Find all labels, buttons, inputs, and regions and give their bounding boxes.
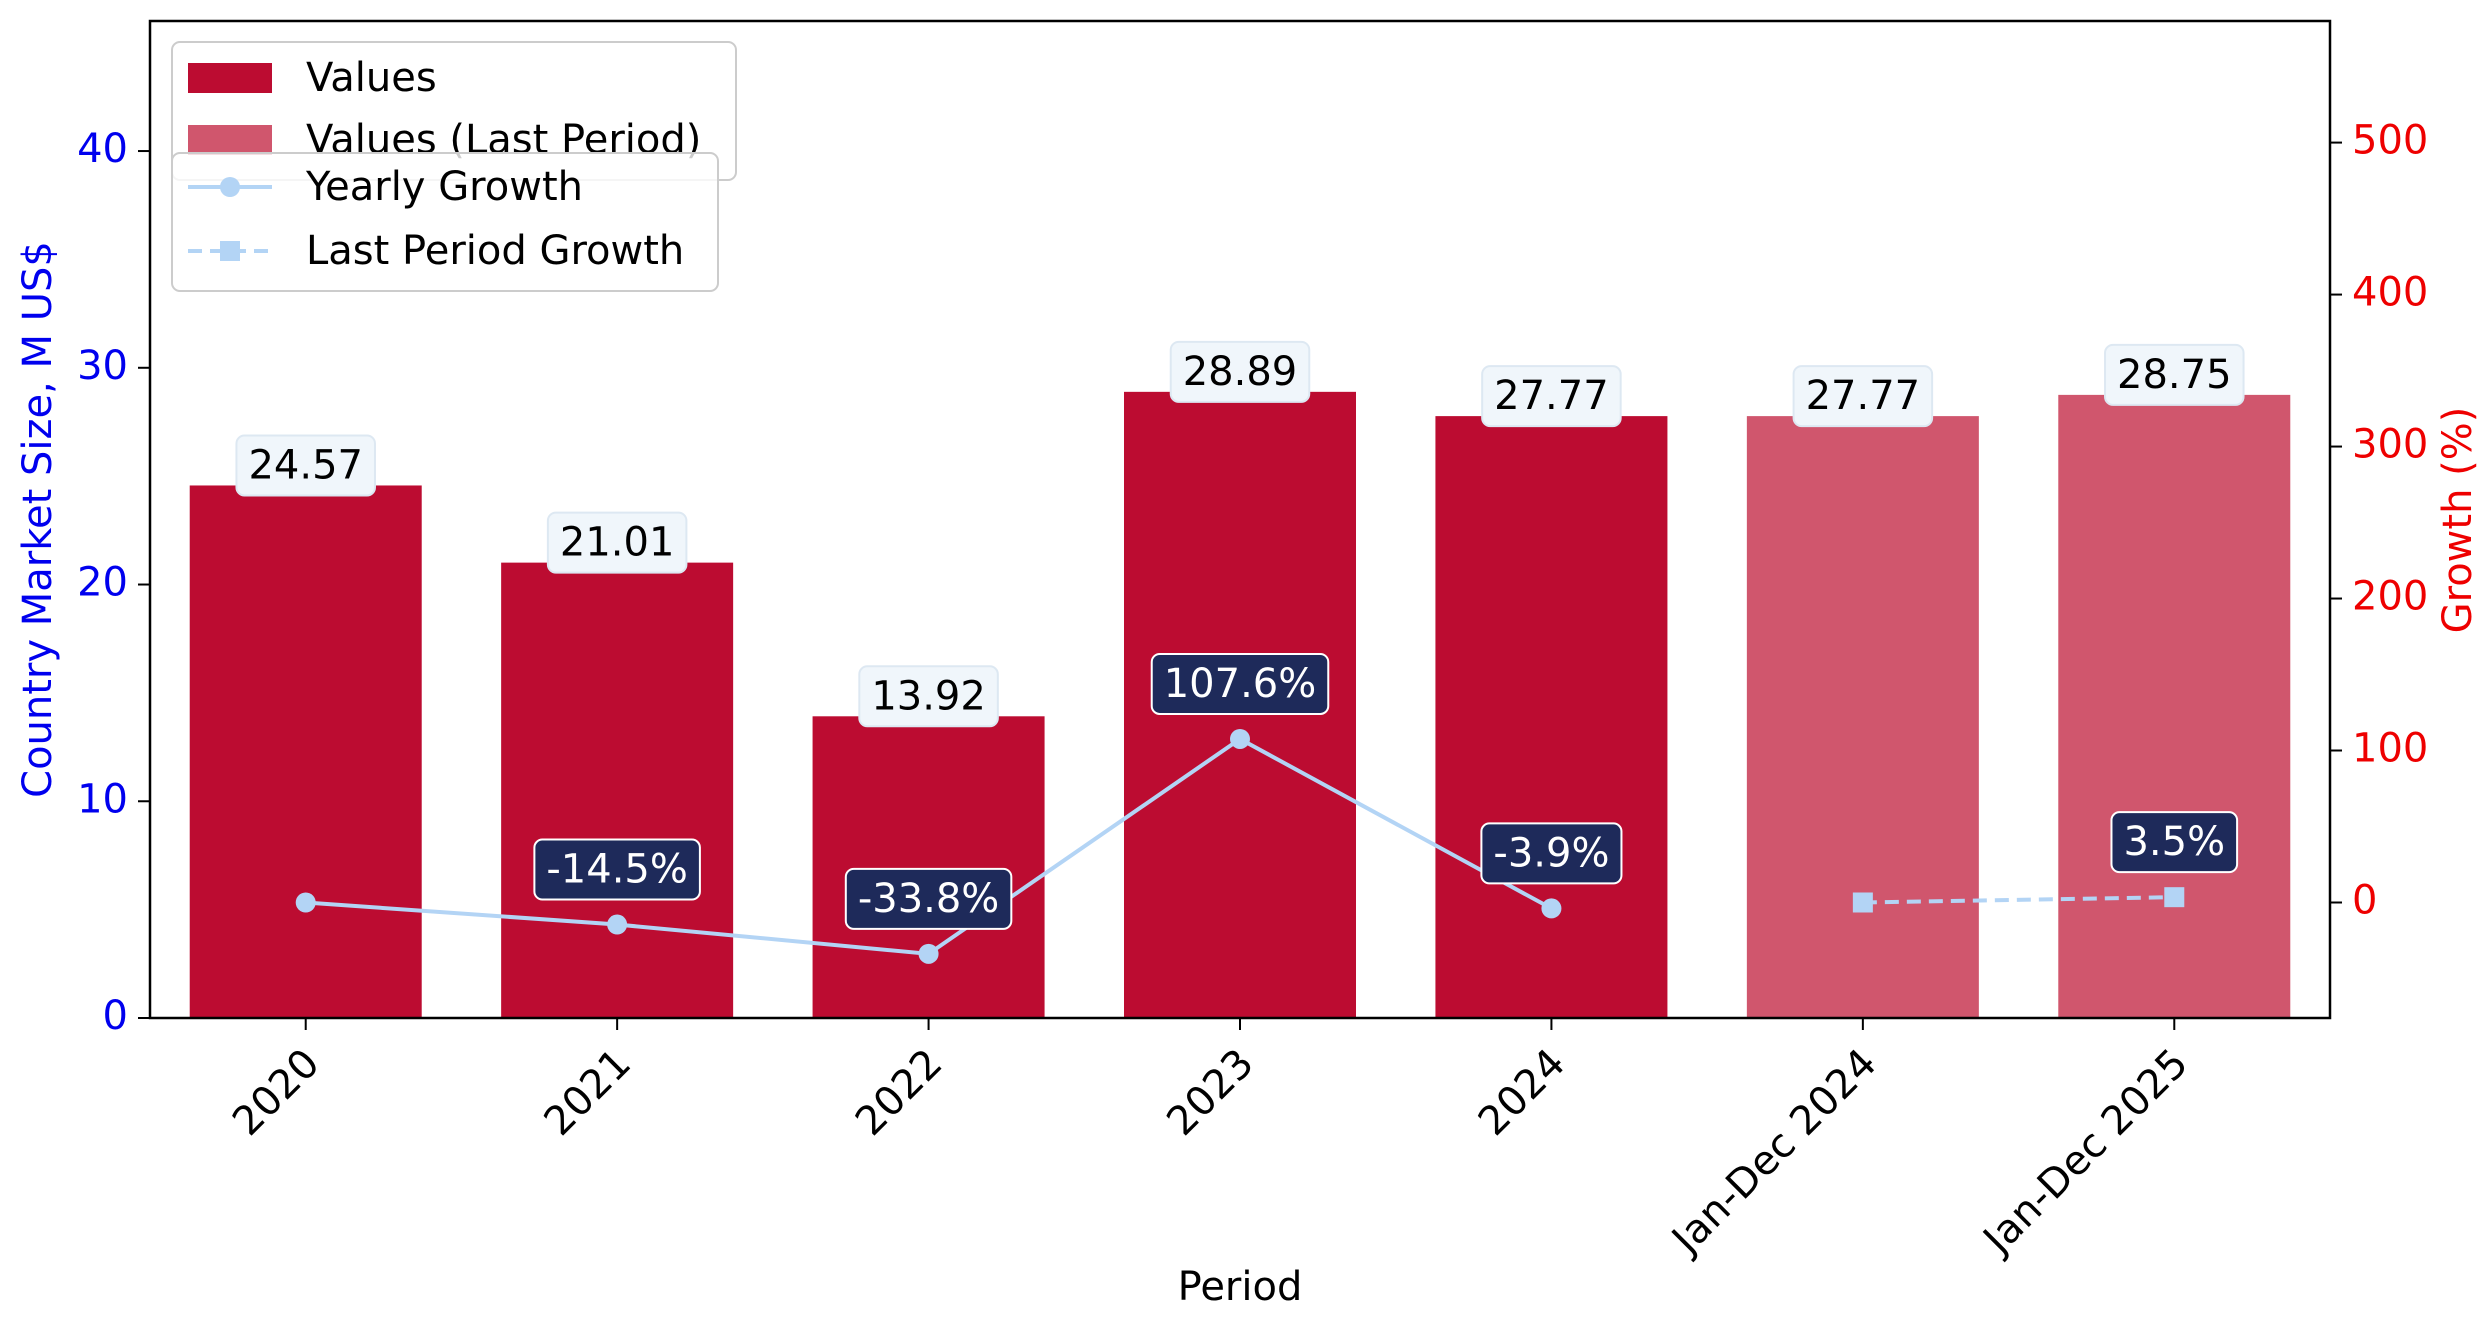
growth-label-2022-text: -33.8% bbox=[858, 876, 1000, 922]
left-axis-tick-label: 0 bbox=[103, 993, 128, 1039]
value-label-2024-box bbox=[1481, 365, 1622, 428]
growth-label-2022: -33.8% bbox=[844, 867, 1013, 930]
growth-label-jan-dec-2025-text: 3.5% bbox=[2123, 819, 2225, 865]
value-label-2020-text: 24.57 bbox=[248, 442, 363, 488]
right-axis-title: Growth (%) bbox=[2435, 407, 2481, 634]
growth-label-2023: 107.6% bbox=[1150, 652, 1330, 715]
value-label-jan-dec-2024-text: 27.77 bbox=[1806, 373, 1921, 419]
growth-lines-group bbox=[295, 728, 2185, 964]
growth-label-jan-dec-2025: 3.5% bbox=[2110, 811, 2239, 874]
bar-2021 bbox=[501, 562, 734, 1018]
last-period-growth-point-jan-dec-2025 bbox=[2164, 887, 2185, 908]
bar-2020 bbox=[189, 485, 422, 1019]
value-label-2023-box bbox=[1169, 340, 1311, 403]
growth-label-2023-box bbox=[1150, 652, 1330, 715]
value-label-jan-dec-2025: 28.75 bbox=[2104, 343, 2245, 406]
value-label-2024: 27.77 bbox=[1481, 365, 1622, 428]
left-axis-tick-label: 20 bbox=[77, 560, 128, 606]
yearly-growth-point-2023 bbox=[1230, 728, 1250, 749]
value-label-2023: 28.89 bbox=[1169, 340, 1311, 403]
right-axis-tick-label: 0 bbox=[2352, 877, 2377, 923]
value-label-jan-dec-2024-box bbox=[1792, 365, 1934, 428]
value-label-jan-dec-2025-box bbox=[2104, 343, 2245, 406]
value-label-jan-dec-2025-text: 28.75 bbox=[2117, 352, 2232, 398]
bar-2022 bbox=[812, 716, 1045, 1018]
legend-label-yearly-growth: Yearly Growth bbox=[305, 164, 583, 210]
value-label-2022: 13.92 bbox=[858, 665, 999, 728]
growth-label-2023-text: 107.6% bbox=[1164, 661, 1317, 707]
value-label-2021: 21.01 bbox=[546, 511, 688, 574]
bar-jan-dec-2024-last-period bbox=[1746, 416, 1979, 1018]
growth-label-2021-box bbox=[533, 838, 701, 901]
left-axis-tick-label: 30 bbox=[77, 343, 128, 389]
left-axis-title: Country Market Size, M US$ bbox=[15, 241, 61, 798]
legend-label-values: Values bbox=[306, 55, 437, 101]
growth-label-2021-text: -14.5% bbox=[546, 847, 688, 893]
value-label-2024-text: 27.77 bbox=[1494, 373, 1609, 419]
right-axis-tick-label: 300 bbox=[2352, 422, 2428, 468]
value-label-2021-box bbox=[546, 511, 688, 574]
value-label-2021-text: 21.01 bbox=[560, 520, 675, 566]
left-axis-tick-label: 40 bbox=[77, 126, 128, 172]
last-period-growth-point-jan-dec-2024 bbox=[1852, 892, 1873, 913]
growth-label-2022-box bbox=[844, 867, 1013, 930]
right-axis-tick-label: 500 bbox=[2352, 118, 2428, 164]
bar-jan-dec-2025-last-period bbox=[2058, 394, 2291, 1018]
growth-label-2021: -14.5% bbox=[533, 838, 701, 901]
right-axis-tick-label: 400 bbox=[2352, 270, 2428, 316]
legend-marker-last-period-growth bbox=[220, 241, 240, 261]
data-labels-group: 24.57 21.01 13.92 28.89 27.77 27.77 28.75 -14.5… bbox=[235, 340, 2245, 930]
value-label-2023-text: 28.89 bbox=[1183, 349, 1298, 395]
legend-swatch-values bbox=[188, 63, 272, 93]
yearly-growth-point-2022 bbox=[918, 943, 939, 964]
value-label-jan-dec-2024: 27.77 bbox=[1792, 365, 1934, 428]
right-axis-tick-label: 100 bbox=[2352, 726, 2428, 772]
legend-label-last-period-growth: Last Period Growth bbox=[306, 228, 684, 274]
growth-label-2024: -3.9% bbox=[1480, 822, 1623, 885]
yearly-growth-point-2024 bbox=[1541, 898, 1562, 919]
legend-marker-yearly-growth bbox=[220, 177, 240, 197]
left-axis-tick-label: 10 bbox=[77, 776, 128, 822]
yearly-growth-point-2020 bbox=[295, 892, 316, 913]
value-label-2022-box bbox=[858, 665, 999, 728]
growth-label-jan-dec-2025-box bbox=[2110, 811, 2239, 874]
growth-label-2024-text: -3.9% bbox=[1493, 830, 1609, 876]
value-label-2020-box bbox=[235, 434, 376, 497]
bar-2024 bbox=[1435, 416, 1668, 1018]
legend-lines-frame bbox=[171, 152, 719, 292]
value-label-2022-text: 13.92 bbox=[871, 673, 986, 719]
yearly-growth-point-2021 bbox=[607, 914, 628, 935]
legend-swatch-values-last-period bbox=[188, 125, 272, 155]
right-axis-tick-label: 200 bbox=[2352, 574, 2428, 620]
last-period-growth-line bbox=[1862, 895, 2175, 905]
value-label-2020: 24.57 bbox=[235, 434, 376, 497]
x-axis-title: Period bbox=[1178, 1264, 1303, 1310]
growth-label-2024-box bbox=[1480, 822, 1623, 885]
